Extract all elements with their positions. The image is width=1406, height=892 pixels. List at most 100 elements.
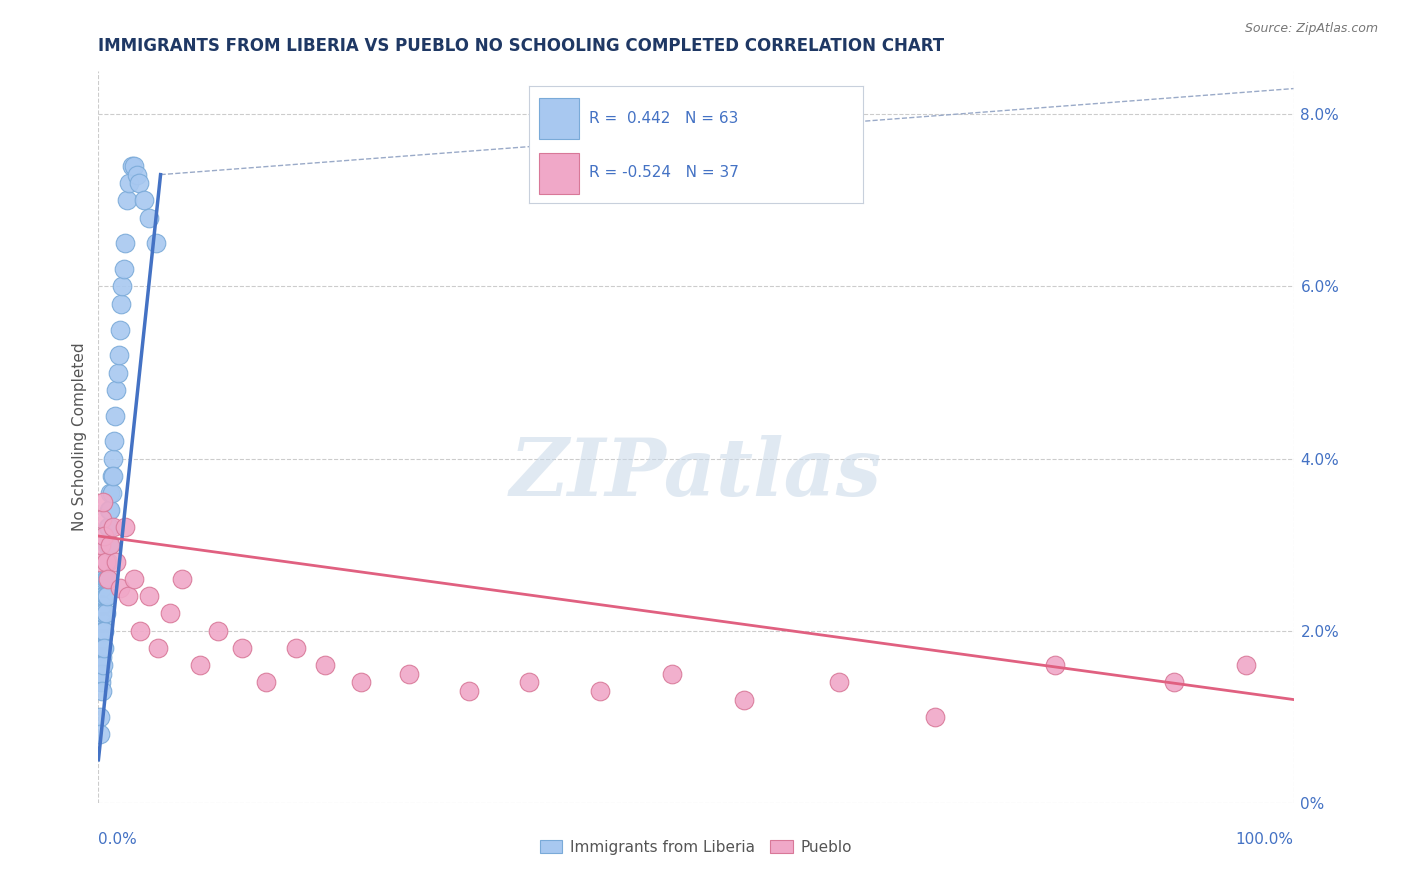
Point bbox=[98, 503, 122, 517]
Point bbox=[118, 176, 141, 190]
Point bbox=[112, 262, 135, 277]
Point bbox=[89, 710, 111, 724]
Point bbox=[138, 589, 160, 603]
Point bbox=[91, 640, 114, 655]
Point bbox=[129, 624, 152, 638]
Point bbox=[94, 555, 117, 569]
Point bbox=[101, 451, 124, 466]
Point bbox=[91, 632, 114, 647]
Point bbox=[105, 555, 128, 569]
Point bbox=[1234, 658, 1257, 673]
Point bbox=[91, 589, 114, 603]
Point bbox=[93, 572, 115, 586]
Point bbox=[110, 296, 132, 310]
Point bbox=[107, 348, 129, 362]
Point bbox=[138, 211, 160, 225]
Point bbox=[284, 640, 307, 655]
Point bbox=[91, 494, 114, 508]
Point bbox=[93, 624, 115, 638]
Point bbox=[398, 666, 420, 681]
Point bbox=[1043, 658, 1066, 673]
Point bbox=[254, 675, 277, 690]
Point bbox=[93, 607, 115, 621]
Point bbox=[105, 383, 128, 397]
Point bbox=[117, 589, 139, 603]
Point bbox=[517, 675, 540, 690]
Point bbox=[98, 538, 122, 552]
Point bbox=[90, 607, 112, 621]
Point bbox=[101, 468, 124, 483]
Text: IMMIGRANTS FROM LIBERIA VS PUEBLO NO SCHOOLING COMPLETED CORRELATION CHART: IMMIGRANTS FROM LIBERIA VS PUEBLO NO SCH… bbox=[98, 37, 945, 54]
Point bbox=[111, 279, 134, 293]
Point bbox=[89, 727, 111, 741]
Point bbox=[98, 520, 121, 534]
Point bbox=[98, 503, 121, 517]
Text: 100.0%: 100.0% bbox=[1236, 832, 1294, 847]
Point bbox=[96, 538, 118, 552]
Point bbox=[91, 684, 114, 698]
Point bbox=[128, 176, 150, 190]
Text: Source: ZipAtlas.com: Source: ZipAtlas.com bbox=[1244, 22, 1378, 36]
Point bbox=[90, 658, 112, 673]
Point bbox=[172, 572, 194, 586]
Text: 0.0%: 0.0% bbox=[98, 832, 138, 847]
Point bbox=[91, 615, 114, 629]
Point bbox=[97, 555, 120, 569]
Point bbox=[96, 589, 118, 603]
Legend: Immigrants from Liberia, Pueblo: Immigrants from Liberia, Pueblo bbox=[533, 834, 859, 861]
Point bbox=[107, 366, 129, 380]
Point bbox=[91, 666, 114, 681]
Point bbox=[93, 640, 115, 655]
Point bbox=[828, 675, 851, 690]
Point bbox=[89, 555, 111, 569]
Point bbox=[91, 649, 114, 664]
Point bbox=[231, 640, 253, 655]
Point bbox=[91, 624, 114, 638]
Point bbox=[589, 684, 612, 698]
Point bbox=[90, 640, 112, 655]
Point bbox=[115, 194, 138, 208]
Point bbox=[924, 710, 946, 724]
Point bbox=[98, 486, 122, 500]
Point bbox=[108, 322, 131, 336]
Point bbox=[94, 607, 117, 621]
Point bbox=[124, 159, 146, 173]
Point bbox=[125, 168, 148, 182]
Point bbox=[733, 692, 755, 706]
Point bbox=[96, 572, 118, 586]
Point bbox=[94, 555, 117, 569]
Point bbox=[108, 581, 131, 595]
Point bbox=[91, 581, 114, 595]
Point bbox=[458, 684, 481, 698]
Point bbox=[661, 666, 683, 681]
Point bbox=[94, 572, 117, 586]
Point bbox=[91, 512, 114, 526]
Point bbox=[100, 486, 122, 500]
Point bbox=[91, 658, 114, 673]
Point bbox=[97, 572, 120, 586]
Point bbox=[132, 194, 155, 208]
Point bbox=[159, 607, 181, 621]
Point bbox=[350, 675, 373, 690]
Point bbox=[145, 236, 167, 251]
Point bbox=[91, 598, 114, 612]
Point bbox=[103, 434, 125, 449]
Point bbox=[97, 520, 120, 534]
Point bbox=[114, 520, 136, 534]
Point bbox=[100, 468, 122, 483]
Point bbox=[114, 236, 136, 251]
Point bbox=[1163, 675, 1185, 690]
Point bbox=[90, 624, 112, 638]
Point bbox=[121, 159, 143, 173]
Point bbox=[91, 607, 114, 621]
Y-axis label: No Schooling Completed: No Schooling Completed bbox=[72, 343, 87, 532]
Text: ZIPatlas: ZIPatlas bbox=[510, 435, 882, 512]
Point bbox=[94, 589, 117, 603]
Point bbox=[93, 529, 115, 543]
Point bbox=[93, 589, 115, 603]
Point bbox=[98, 538, 121, 552]
Point bbox=[315, 658, 337, 673]
Point bbox=[101, 520, 124, 534]
Point bbox=[124, 572, 146, 586]
Point bbox=[188, 658, 211, 673]
